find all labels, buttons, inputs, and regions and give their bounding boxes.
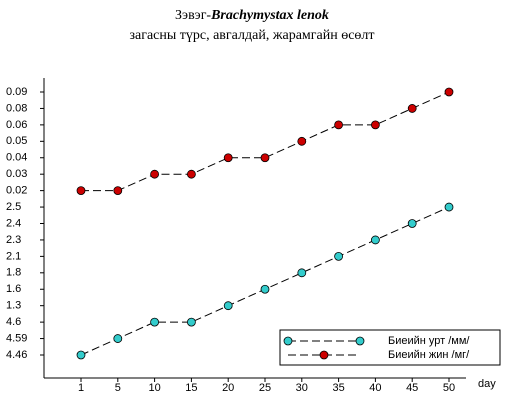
y-tick-label: 2.4 xyxy=(6,217,21,229)
y-tick-label: 1.6 xyxy=(6,283,21,295)
point xyxy=(113,334,123,343)
point xyxy=(334,251,344,261)
x-tick-label: 1 xyxy=(78,382,84,394)
x-tick-label: 20 xyxy=(222,382,234,394)
y-tick-label: 0.04 xyxy=(6,152,27,164)
legend-box xyxy=(279,329,501,366)
legend-marker xyxy=(355,336,365,346)
x-tick-label: 35 xyxy=(332,382,344,394)
x-tick-label: 25 xyxy=(259,382,271,394)
y-tick-label: 0.08 xyxy=(6,102,27,114)
chart-subtitle: загасны түрс, авгалдай, жарамгайн өсөлт xyxy=(129,28,374,43)
y-tick-label: 2.3 xyxy=(6,234,21,246)
point xyxy=(334,120,344,130)
y-tick-label: 0.03 xyxy=(6,168,27,180)
point xyxy=(113,186,123,196)
point xyxy=(260,153,270,163)
x-tick-label: 40 xyxy=(369,382,381,394)
y-tick-label: 0.06 xyxy=(6,119,27,131)
series-line xyxy=(81,91,450,192)
point xyxy=(297,268,307,278)
y-tick-label: 0.09 xyxy=(6,86,27,98)
point xyxy=(444,87,454,97)
point xyxy=(76,186,86,196)
point xyxy=(407,219,417,228)
legend-label: Биеийн урт /мм/ xyxy=(388,335,470,347)
y-tick-label: 4.46 xyxy=(6,349,27,361)
point xyxy=(150,169,160,179)
x-tick-label: 15 xyxy=(185,382,197,394)
point xyxy=(223,301,233,311)
y-tick-label: 1.8 xyxy=(6,267,21,279)
x-tick-label: 30 xyxy=(296,382,308,394)
legend-marker xyxy=(283,336,293,346)
x-tick-label: 5 xyxy=(115,382,121,394)
x-axis-label: day xyxy=(478,378,496,390)
y-tick-label: 2.1 xyxy=(6,250,21,262)
y-tick-label: 0.05 xyxy=(6,135,27,147)
point xyxy=(150,317,160,327)
point xyxy=(186,169,196,179)
y-tick-label: 4.59 xyxy=(6,332,27,344)
point xyxy=(260,284,270,294)
x-tick-label: 45 xyxy=(406,382,418,394)
x-tick-label: 10 xyxy=(148,382,160,394)
point xyxy=(407,104,417,113)
point xyxy=(223,153,233,163)
legend-label: Биеийн жин /мг/ xyxy=(388,349,470,361)
y-tick-label: 1.3 xyxy=(6,300,21,312)
point xyxy=(370,235,380,245)
chart-title: Зэвэг- xyxy=(175,8,211,23)
point xyxy=(297,136,307,146)
point xyxy=(76,350,86,360)
point xyxy=(444,202,454,212)
y-tick-label: 0.02 xyxy=(6,185,27,197)
y-tick-label: 4.6 xyxy=(6,316,21,328)
x-tick-label: 50 xyxy=(443,382,455,394)
chart-title-line: Зэвэг-Brachymystax lenok xyxy=(175,8,329,23)
point xyxy=(186,317,196,327)
point xyxy=(370,120,380,130)
chart-title-species: Brachymystax lenok xyxy=(210,8,329,23)
legend-marker xyxy=(319,350,329,360)
y-tick-label: 2.5 xyxy=(6,201,21,213)
